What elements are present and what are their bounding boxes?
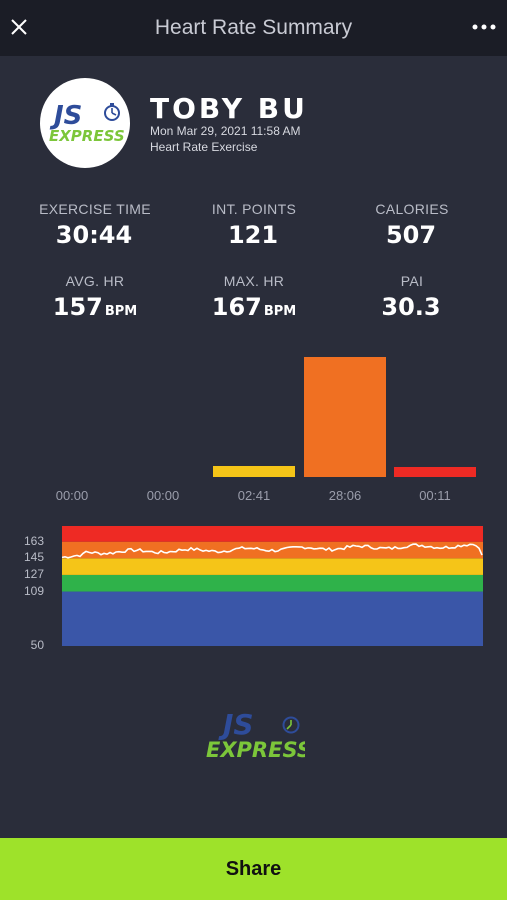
- stat-int-points: INT. POINTS 121: [169, 201, 339, 249]
- top-bar: Heart Rate Summary: [0, 0, 507, 56]
- zone-bar: [304, 357, 386, 477]
- hr-zone-band: [62, 526, 483, 542]
- hr-axis-label: 145: [23, 550, 44, 565]
- zone-bar: [394, 467, 476, 477]
- stat-label: CALORIES: [375, 201, 449, 217]
- stat-exercise-time: EXERCISE TIME 30:44: [10, 201, 180, 249]
- js-express-footer-logo: JS EXPRESS: [206, 708, 305, 762]
- hr-axis-label: 50: [30, 638, 44, 652]
- svg-text:JS: JS: [218, 708, 254, 741]
- user-name: TOBY BU: [150, 92, 308, 125]
- share-button[interactable]: Share: [0, 838, 507, 900]
- svg-text:EXPRESS: EXPRESS: [49, 127, 124, 145]
- avatar: JS EXPRESS: [40, 78, 130, 168]
- stat-label: MAX. HR: [223, 273, 285, 289]
- stat-label: INT. POINTS: [211, 201, 297, 217]
- hr-zone-band: [62, 591, 483, 646]
- svg-text:EXPRESS: EXPRESS: [206, 738, 305, 762]
- zone-bar: [213, 465, 295, 477]
- workout-date: Mon Mar 29, 2021 11:58 AM: [150, 124, 301, 138]
- zone-time-chart: [0, 340, 507, 510]
- stat-value: 30:44: [55, 221, 133, 249]
- workout-type: Heart Rate Exercise: [150, 140, 258, 154]
- hr-zone-chart: [62, 526, 483, 646]
- stat-avg-hr: AVG. HR 157 BPM: [10, 273, 180, 321]
- stat-label: EXERCISE TIME: [39, 201, 151, 217]
- zone-bar-label: 02:41: [237, 488, 271, 503]
- js-express-logo: JS EXPRESS: [49, 101, 124, 145]
- hr-zone-band: [62, 574, 483, 592]
- stat-calories: CALORIES 507: [327, 201, 497, 249]
- stat-value: 30.3: [381, 293, 441, 321]
- hr-line: [62, 543, 483, 559]
- stat-label: AVG. HR: [65, 273, 125, 289]
- hr-axis-label: 163: [23, 533, 44, 548]
- stat-label: PAI: [400, 273, 424, 289]
- hr-axis-label: 109: [23, 583, 44, 598]
- stat-value: 507: [385, 221, 437, 249]
- svg-text:JS: JS: [49, 101, 82, 131]
- more-horizontal-icon[interactable]: [471, 16, 497, 38]
- stat-value: 167 BPM: [211, 293, 297, 321]
- close-icon[interactable]: [8, 16, 30, 38]
- zone-bar-label: 28:06: [328, 488, 362, 503]
- page-title: Heart Rate Summary: [154, 16, 353, 39]
- zone-bar-label: 00:00: [146, 488, 180, 503]
- hr-axis-label: 127: [23, 566, 44, 581]
- stat-value: 121: [227, 221, 279, 249]
- stat-value: 157 BPM: [52, 293, 138, 321]
- stat-max-hr: MAX. HR 167 BPM: [169, 273, 339, 321]
- hr-zone-band: [62, 558, 483, 575]
- zone-bar-label: 00:00: [55, 488, 89, 503]
- zone-bar-label: 00:11: [419, 488, 451, 503]
- stat-pai: PAI 30.3: [327, 273, 497, 321]
